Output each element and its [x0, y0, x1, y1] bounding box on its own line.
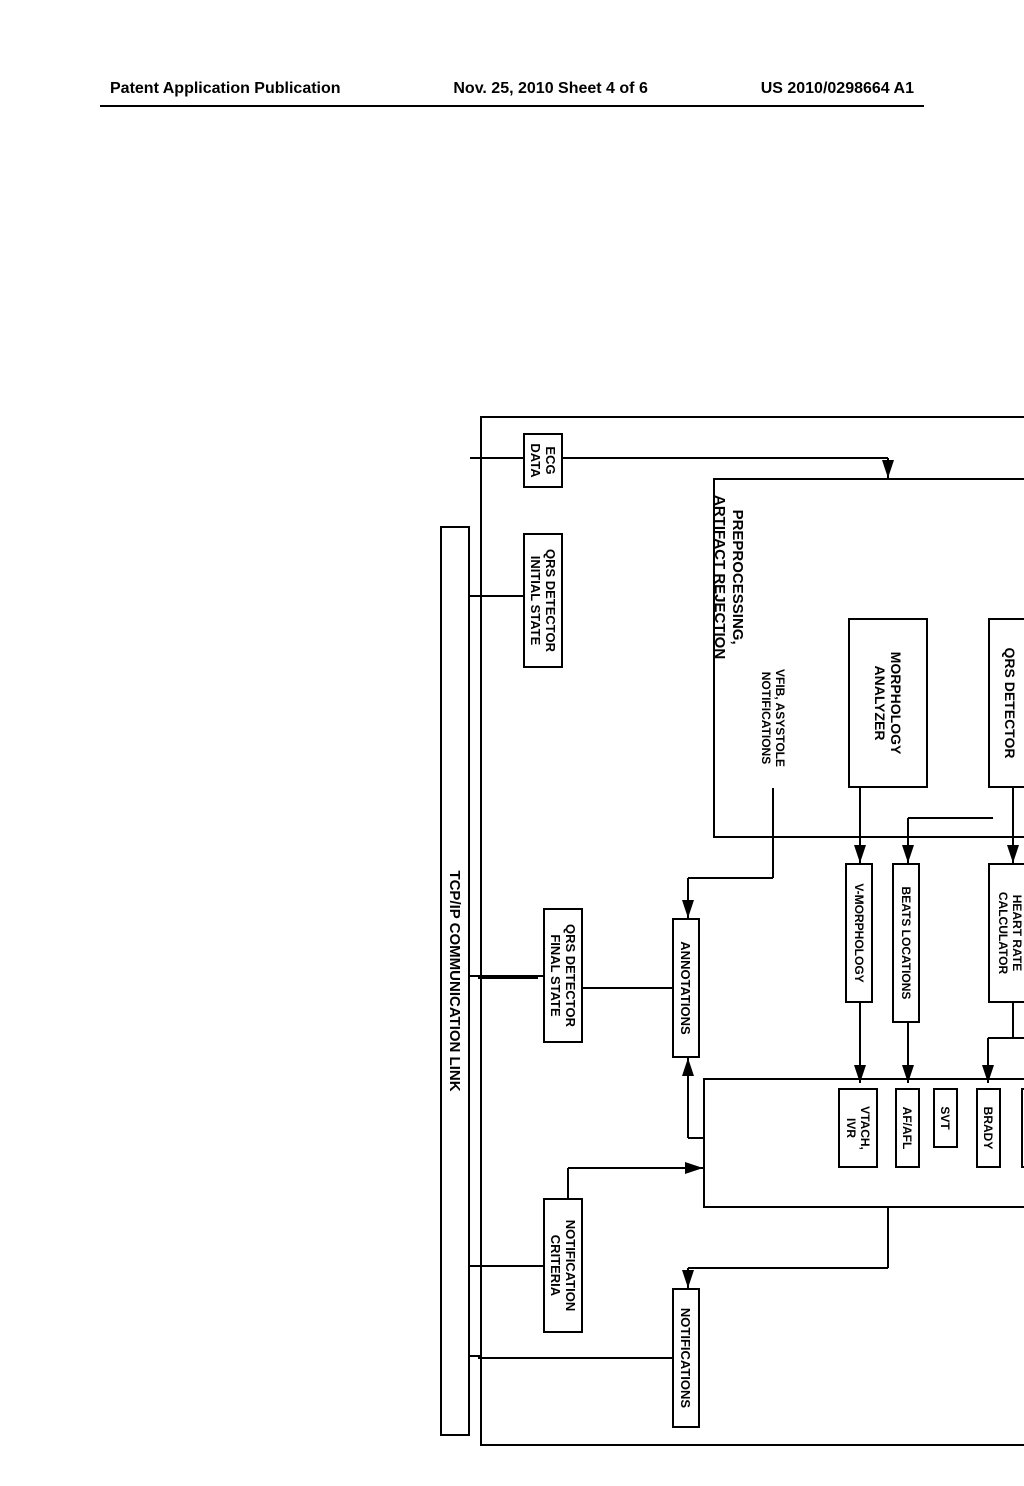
vtach-box: VTACH, IVR: [838, 1088, 878, 1168]
header-divider: [100, 105, 924, 107]
ecg-data-box: ECG DATA: [523, 433, 563, 488]
header-left: Patent Application Publication: [110, 80, 341, 98]
af-afl-box: AF/AFL: [895, 1088, 920, 1168]
brady-box: BRADY: [976, 1088, 1001, 1168]
comm-link-box: TCP/IP COMMUNICATION LINK: [440, 526, 470, 1436]
header-right: US 2010/0298664 A1: [761, 80, 914, 98]
svt-box: SVT: [933, 1088, 958, 1148]
header-center: Nov. 25, 2010 Sheet 4 of 6: [453, 80, 647, 98]
preprocessing-label: PREPROCESSING, ARTIFACT REJECTION: [710, 495, 746, 659]
main-frame: ALGORITHM INSTANCE: [480, 416, 1024, 1446]
qrs-detector-box: QRS DETECTOR: [988, 618, 1024, 788]
qrs-final-box: QRS DETECTOR FINAL STATE: [543, 908, 583, 1043]
notif-criteria-box: NOTIFICATION CRITERIA: [543, 1198, 583, 1333]
vfib-box: VFIB, ASYSTOLE NOTIFICATIONS: [748, 648, 798, 788]
qrs-initial-box: QRS DETECTOR INITIAL STATE: [523, 533, 563, 668]
beats-locations-box: BEATS LOCATIONS: [892, 863, 920, 1023]
notifications-box: NOTIFICATIONS: [672, 1288, 700, 1428]
morphology-analyzer-box: MORPHOLOGY ANALYZER: [848, 618, 928, 788]
annotations-box: ANNOTATIONS: [672, 918, 700, 1058]
v-morphology-box: V-MORPHOLOGY: [845, 863, 873, 1003]
heart-rate-box: HEART RATE CALCULATOR: [988, 863, 1024, 1003]
